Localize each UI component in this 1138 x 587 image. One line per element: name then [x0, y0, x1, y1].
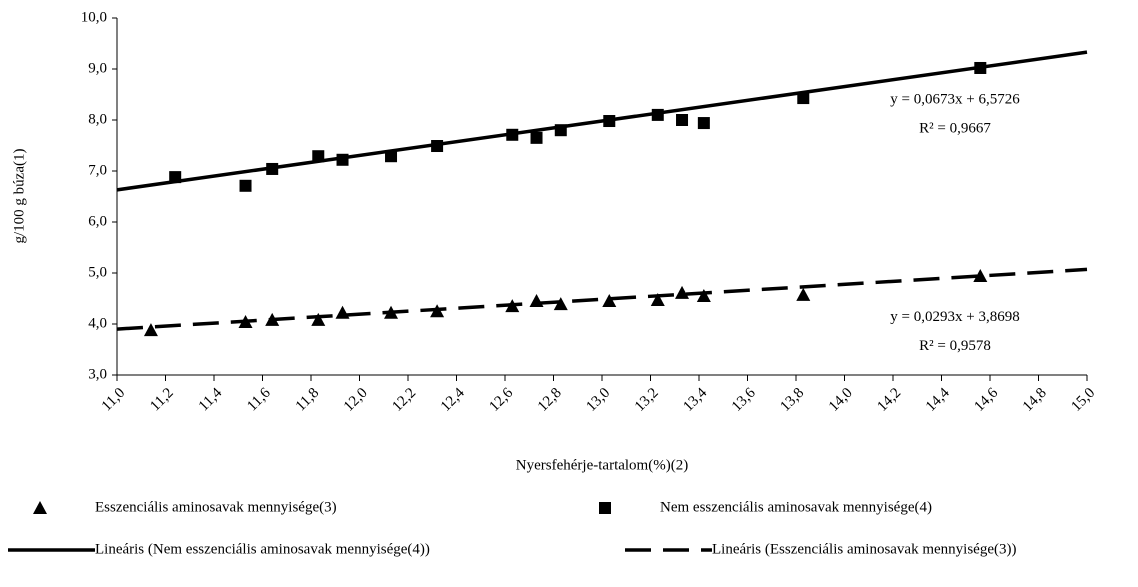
x-tick-label: 11,0 — [99, 385, 128, 414]
trendline-r-squared: R² = 0,9667 — [919, 121, 991, 137]
point — [602, 294, 617, 308]
point — [603, 115, 616, 128]
y-tick-label: 8,0 — [88, 111, 107, 127]
x-tick-label: 13,0 — [583, 385, 613, 415]
x-tick-label: 13,2 — [632, 385, 662, 415]
x-tick-label: 11,4 — [196, 385, 226, 415]
x-tick-label: 12,4 — [438, 385, 468, 415]
x-tick-label: 11,6 — [244, 385, 274, 415]
point — [506, 128, 519, 141]
x-tick-label: 12,0 — [341, 385, 371, 415]
y-tick-label: 6,0 — [88, 213, 107, 229]
trendline-equation: y = 0,0293x + 3,8698 — [890, 309, 1019, 325]
point — [650, 293, 665, 307]
y-axis-label: g/100 g búza(1) — [11, 149, 27, 244]
x-tick-label: 15,0 — [1068, 385, 1098, 415]
x-tick-label: 14,2 — [874, 385, 904, 415]
y-tick-label: 7,0 — [88, 162, 107, 178]
point — [385, 150, 398, 163]
trendline-equation: y = 0,0673x + 6,5726 — [890, 92, 1020, 108]
x-tick-label: 11,2 — [147, 385, 176, 414]
legend-marker — [599, 502, 611, 514]
point — [973, 269, 988, 283]
point — [676, 114, 689, 126]
point — [169, 171, 182, 184]
x-tick-label: 12,2 — [389, 385, 419, 415]
x-tick-label: 14,6 — [971, 385, 1001, 415]
y-tick-label: 3,0 — [88, 366, 107, 382]
point — [312, 150, 325, 163]
point — [335, 305, 350, 319]
point — [143, 323, 158, 337]
point — [651, 108, 664, 121]
point — [238, 314, 253, 328]
x-tick-label: 14,4 — [923, 385, 953, 415]
point — [239, 179, 252, 192]
legend-label: Esszenciális aminosavak mennyisége(3) — [95, 499, 337, 515]
point — [797, 92, 810, 105]
trendline — [116, 50, 1088, 192]
x-tick-label: 13,4 — [680, 385, 710, 415]
point — [311, 312, 326, 326]
point — [265, 312, 280, 326]
point — [431, 140, 444, 153]
x-tick-label: 12,6 — [486, 385, 516, 415]
point — [529, 294, 544, 308]
legend-marker — [33, 501, 47, 514]
point — [675, 285, 690, 299]
x-tick-label: 14,8 — [1020, 385, 1050, 415]
y-tick-label: 10,0 — [81, 9, 107, 25]
point — [554, 124, 567, 137]
trendline-r-squared: R² = 0,9578 — [919, 338, 991, 354]
legend-label: Nem esszenciális aminosavak mennyisége(4… — [660, 499, 932, 515]
point — [430, 304, 445, 318]
legend-label: Lineáris (Esszenciális aminosavak mennyi… — [712, 541, 1016, 557]
x-tick-label: 13,6 — [729, 385, 759, 415]
x-tick-label: 12,8 — [535, 385, 565, 415]
point — [505, 299, 520, 313]
point — [266, 162, 279, 175]
x-axis-label: Nyersfehérje-tartalom(%)(2) — [516, 457, 688, 473]
y-tick-label: 4,0 — [88, 315, 107, 331]
point — [553, 297, 568, 311]
x-tick-label: 11,8 — [293, 385, 322, 414]
point — [696, 288, 711, 302]
y-tick-label: 5,0 — [88, 264, 107, 280]
point — [384, 305, 399, 319]
point — [796, 287, 811, 301]
point — [530, 131, 543, 144]
y-tick-label: 9,0 — [88, 60, 107, 76]
x-tick-label: 14,0 — [826, 385, 856, 415]
point — [697, 117, 710, 130]
point — [336, 153, 349, 166]
x-tick-label: 13,8 — [777, 385, 807, 415]
legend-label: Lineáris (Nem esszenciális aminosavak me… — [95, 541, 430, 557]
trendline — [116, 267, 1088, 331]
point — [974, 61, 987, 74]
